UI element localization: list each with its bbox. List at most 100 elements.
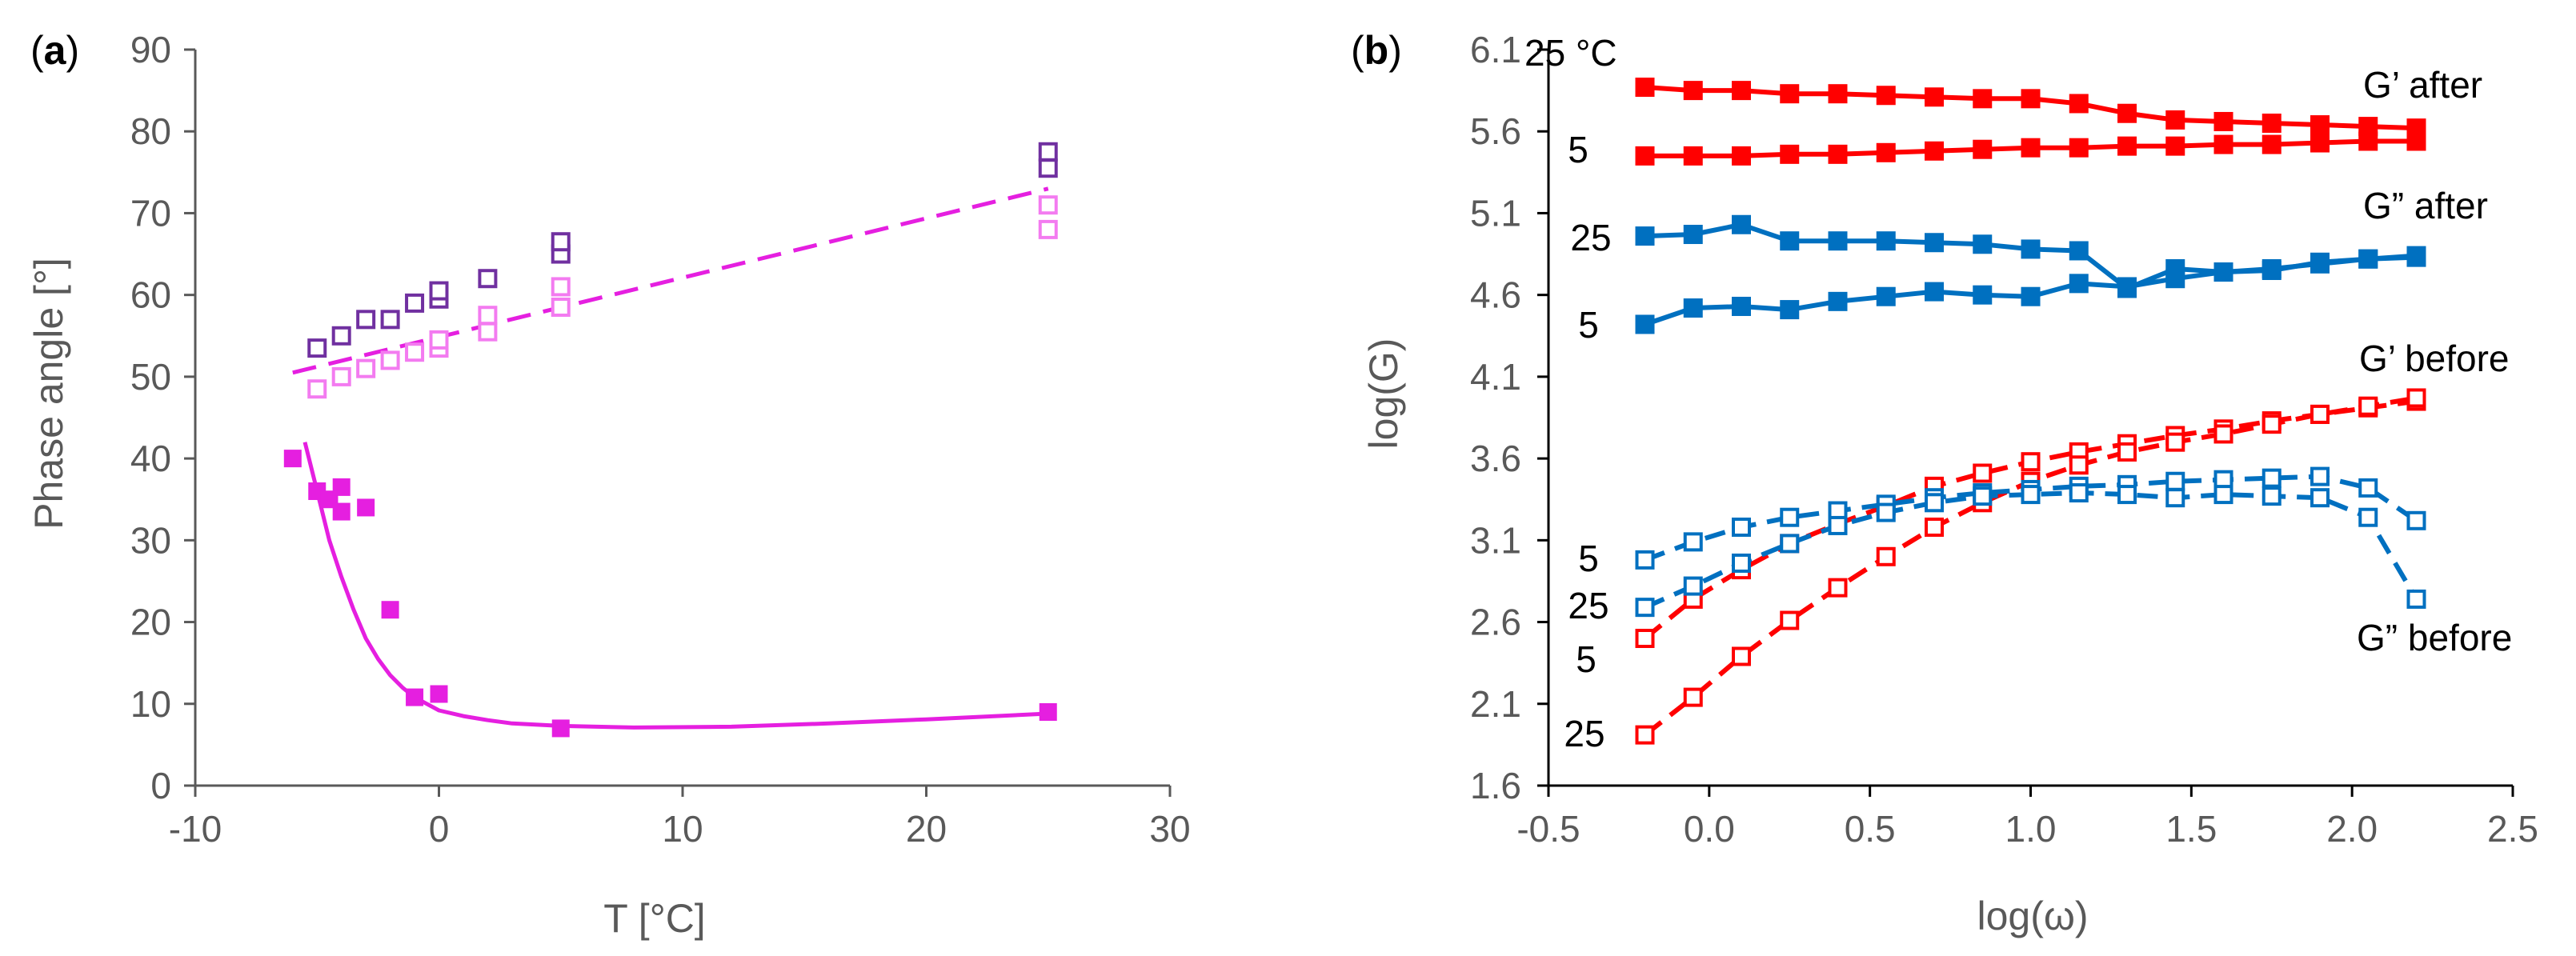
panel-a-y-tick-label: 0: [150, 765, 171, 806]
panel-a-before-dark-point: [331, 326, 351, 346]
panel-b-g-after-5-c-point: [2117, 277, 2137, 297]
panel-b-g-after-5-c-point: [2213, 262, 2233, 282]
panel-b-g-after-25-c-point: [1925, 87, 1944, 107]
panel-b-g-before-25-c-point: [1732, 553, 1751, 573]
panel-b-g-before-25-c-point: [1973, 486, 1993, 506]
panel-b-y-tick-label: 3.1: [1470, 519, 1521, 561]
panel-b-g-before-25-c-point: [2069, 455, 2089, 475]
panel-b-g-before-25-c-point: [1683, 576, 1703, 596]
panel-b-g-after-5-c-point: [1925, 282, 1944, 302]
panel-a-before-dark-point: [356, 310, 376, 330]
panel-b-g-before-25-c-point: [2165, 488, 2185, 508]
panel-a-after-point: [406, 688, 424, 706]
panel-a-before-light-point: [551, 298, 571, 317]
panel-a-after-point: [283, 450, 302, 468]
panel-b-g-after-5-c-point: [1732, 296, 1751, 316]
panel-b-x-tick-label: 0.5: [1845, 808, 1896, 850]
panel-b-g-after-5-c-point: [2406, 131, 2426, 151]
panel-b-g-before-25-c-point: [2213, 485, 2233, 505]
panel-b-g-after-5-c-point: [1635, 314, 1655, 334]
panel-b-g-after-25-c-point: [2021, 89, 2041, 109]
panel-a-paren-close: ): [66, 28, 79, 73]
panel-b-y-tick-label: 6.1: [1470, 29, 1521, 70]
panel-b-g-after-5-c-point: [1973, 285, 1993, 305]
panel-b-g-after-5-c-point: [2358, 249, 2378, 269]
panel-b-g-after-5-c-point: [2406, 246, 2426, 266]
panel-a-fit-lines: [292, 186, 1049, 730]
panel-b-x-tick-label: 1.5: [2165, 808, 2217, 850]
panel-b-g-before-25-c-point: [2069, 483, 2089, 503]
panel-a-after-point: [332, 478, 351, 496]
panel-a-before-light-point: [429, 330, 449, 350]
panel-a-y-tick-label: 90: [130, 29, 171, 70]
panel-a-y-tick-label: 30: [130, 519, 171, 561]
panel-b-g-after-5-c-point: [1780, 144, 1800, 164]
panel-a-x-tick-label: -10: [169, 808, 222, 850]
panel-a-before-light-point: [356, 358, 376, 378]
panel-a-x-tick-label: 30: [1149, 808, 1190, 850]
panel-b-g-before-25-c-point: [2310, 488, 2330, 508]
panel-b-series-g-after-5-c: [1635, 131, 2426, 166]
panel-b-g-before-25-c-point: [1635, 725, 1655, 745]
panel-a-before-light-point: [331, 366, 351, 386]
panel-b-paren-open: (: [1351, 28, 1364, 73]
panel-b-y-tick-label: 2.1: [1470, 683, 1521, 725]
panel-b-g-after-5-c-point: [1683, 146, 1703, 166]
panel-b-x-tick-label: 2.5: [2487, 808, 2538, 850]
panel-a-after-point: [1039, 703, 1057, 721]
panel-a-y-tick-labels: 0 10 20 30 40 50 60 70 80 90: [130, 29, 171, 806]
panel-a-y-tick-label: 60: [130, 274, 171, 316]
panel-b-letter: b: [1364, 28, 1389, 73]
panel-b-y-tick-label: 5.6: [1470, 110, 1521, 152]
annotation-25-before-gpp: 25: [1568, 585, 1608, 626]
annotation-5-after-gpp: 5: [1578, 304, 1599, 346]
panel-a-before-dark-point: [551, 232, 571, 252]
panel-b-x-tick-label: 2.0: [2326, 808, 2378, 850]
panel-b-g-after-25-c-point: [2165, 110, 2185, 130]
panel-b-g-after-5-c-point: [2069, 274, 2089, 294]
panel-a-before-light-point: [405, 342, 425, 362]
panel-b-g-after-5-c-point: [2262, 134, 2282, 154]
panel-b-y-tick-label: 1.6: [1470, 765, 1521, 806]
panel-a-after-point: [381, 601, 399, 619]
annotation-25-degC: 25 °C: [1524, 32, 1617, 74]
panel-b-g-after-25-c-point: [2262, 114, 2282, 133]
panel-b-g-after-5-c-point: [1973, 139, 1993, 159]
panel-b-g-before-25-c-point: [2117, 485, 2137, 505]
panel-b-g-before-25-c-point: [1683, 687, 1703, 707]
panel-a-before-dark-point: [478, 269, 498, 289]
panel-b-x-tick-label: 1.0: [2005, 808, 2057, 850]
panel-b-g-after-25-c-point: [1635, 226, 1655, 246]
panel-a-before-dark-point: [380, 310, 400, 330]
panel-a-after-point: [551, 719, 570, 738]
panel-b-axes: [1537, 48, 2514, 797]
panel-a-before-fit-line: [292, 186, 1049, 375]
panel-a-y-tick-label: 40: [130, 438, 171, 479]
panel-b-g-before-25-c-point: [2262, 486, 2282, 506]
panel-b-y-tick-label: 2.6: [1470, 602, 1521, 643]
panel-b-g-before-25-c-point: [1876, 502, 1896, 522]
panel-b-g-after-25-c-point: [1876, 231, 1896, 251]
panel-b-g-after-5-c-point: [2165, 269, 2185, 289]
panel-b-g-before-25-c-line: [1644, 490, 2419, 610]
panel-a-y-tick-label: 20: [130, 602, 171, 643]
panel-b-g-before-25-c-point: [2310, 404, 2330, 424]
panel-b-g-before-5-c-point: [2262, 468, 2282, 488]
panel-b-y-tick-label: 4.6: [1470, 274, 1521, 316]
panel-b-g-before-25-c-point: [1925, 493, 1944, 513]
panel-a-y-tick-label: 50: [130, 356, 171, 398]
panel-a-y-axis-title: Phase angle [°]: [26, 258, 71, 530]
panel-b-g-after-5-c-point: [2213, 134, 2233, 154]
panel-b-g-before-25-c-point: [1828, 515, 1848, 535]
panel-b-series: [1635, 78, 2426, 745]
panel-a-before-dark-point: [1038, 158, 1058, 178]
panel-b-g-before-5-c-point: [1635, 550, 1655, 570]
panel-b-x-tick-label: -0.5: [1516, 808, 1580, 850]
panel-b-g-after-25-c-point: [2069, 94, 2089, 114]
panel-a-after-point: [357, 498, 375, 517]
panel-b-g-before-25-c-point: [2021, 485, 2041, 505]
panel-b-g-before-25-c-point: [1925, 517, 1944, 537]
panel-b-g-after-25-c-point: [1828, 84, 1848, 104]
